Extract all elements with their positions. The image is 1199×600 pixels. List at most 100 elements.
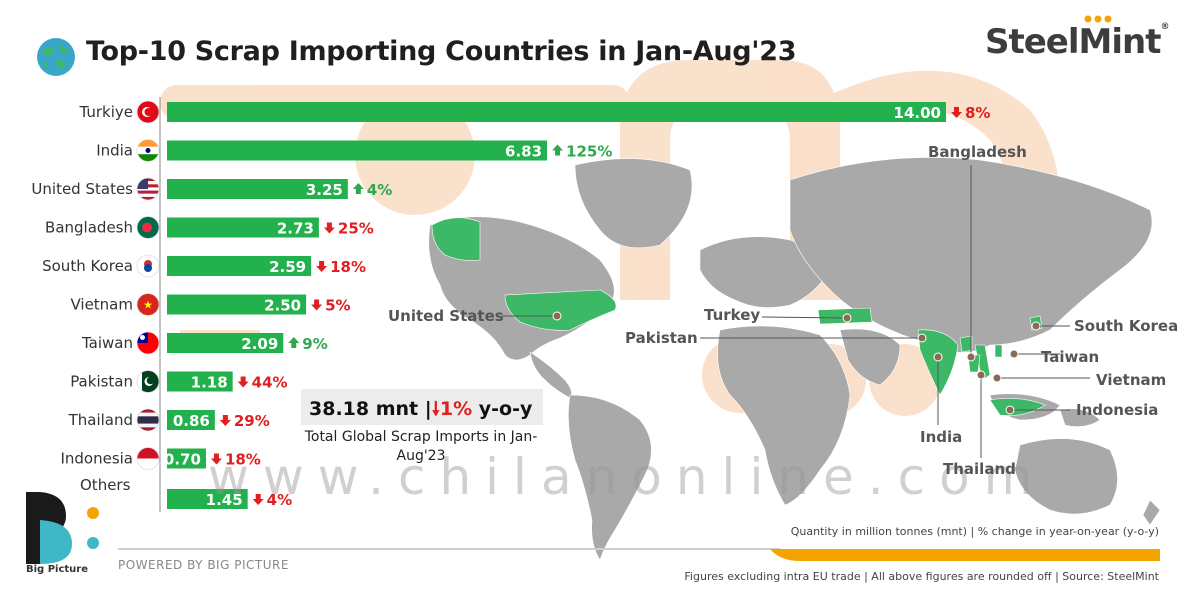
- bar-united-states: [167, 179, 348, 199]
- big-picture-logo: [26, 492, 99, 564]
- map-label-united-states: United States: [388, 307, 504, 325]
- category-label: Pakistan: [70, 373, 133, 391]
- map-label-thailand: Thailand: [943, 460, 1016, 478]
- chart-title: Top-10 Scrap Importing Countries in Jan-…: [86, 36, 797, 67]
- bar-value-label: 14.00: [894, 104, 941, 122]
- brand-text: SteelMint: [985, 22, 1161, 62]
- flag-ring: [136, 293, 160, 316]
- down-arrow-icon: [219, 415, 231, 426]
- category-label: Turkiye: [78, 103, 133, 121]
- svg-text:★: ★: [143, 299, 153, 312]
- map-label-turkey: Turkey: [704, 306, 761, 324]
- category-label: Thailand: [68, 411, 133, 429]
- summary-change: 1%: [439, 398, 473, 420]
- down-arrow-icon: [311, 299, 323, 311]
- flag-ring: [136, 370, 160, 393]
- flag-ring: [136, 254, 160, 278]
- thailand-flag-icon: [137, 409, 159, 431]
- bar-value-label: 0.86: [173, 412, 210, 430]
- category-label: South Korea: [42, 257, 133, 275]
- summary-separator: |: [424, 398, 432, 420]
- change-label: 5%: [325, 297, 350, 315]
- change-label: 44%: [252, 374, 288, 392]
- bar-vietnam: [167, 294, 307, 315]
- change-label: 25%: [338, 220, 374, 238]
- bar-value-label: 2.50: [264, 297, 301, 315]
- up-arrow-icon: [552, 144, 564, 156]
- map-label-bangladesh: Bangladesh: [928, 143, 1027, 161]
- summary-caption: Total Global Scrap Imports in Jan-Aug'23: [304, 429, 538, 464]
- category-label: Others: [80, 476, 131, 494]
- down-arrow-icon: [210, 453, 222, 465]
- bar-taiwan: [167, 333, 284, 353]
- globe-icon: [37, 38, 75, 76]
- pakistan-flag-icon: [137, 370, 159, 393]
- flag-ring: [136, 408, 160, 432]
- summary-total: 38.18 mnt |🠗1% y-o-y: [309, 395, 532, 427]
- change-label: 9%: [302, 335, 327, 353]
- big-picture-name: Big Picture: [26, 564, 88, 575]
- brand-registered-mark: ®: [1160, 22, 1169, 32]
- bar-value-label: 2.73: [277, 220, 314, 238]
- india-flag-icon: [137, 139, 159, 162]
- bar-value-label: 2.09: [241, 335, 278, 353]
- change-label: 29%: [234, 412, 270, 430]
- bar-india: [167, 140, 548, 161]
- category-label: Bangladesh: [45, 219, 133, 237]
- bar-others: [167, 489, 248, 509]
- up-arrow-icon: [352, 183, 364, 194]
- map-label-indonesia: Indonesia: [1076, 401, 1159, 419]
- indonesia-flag-icon: [137, 447, 159, 470]
- bar-value-label: 1.18: [191, 374, 228, 392]
- flag-ring: [136, 177, 160, 201]
- bar-value-label: 1.45: [206, 491, 243, 509]
- change-label: 18%: [225, 451, 261, 469]
- bar-bangladesh: [167, 217, 319, 238]
- powered-by-text: POWERED BY BIG PICTURE: [118, 558, 289, 572]
- source-note: Figures excluding intra EU trade | All a…: [684, 570, 1159, 583]
- change-label: 4%: [267, 491, 292, 509]
- brand-dots-icon: [1084, 15, 1112, 23]
- flag-ring: [136, 331, 160, 355]
- category-label: Taiwan: [81, 334, 133, 352]
- vietnam-flag-icon: ★: [137, 293, 159, 316]
- bar-value-label: 0.70: [164, 451, 201, 469]
- units-note: Quantity in million tonnes (mnt) | % cha…: [790, 525, 1159, 538]
- down-arrow-icon: [316, 261, 328, 272]
- category-label: United States: [31, 180, 133, 198]
- category-label: India: [96, 142, 133, 160]
- bar-value-label: 6.83: [505, 143, 542, 161]
- flag-ring: [136, 447, 160, 470]
- map-label-taiwan: Taiwan: [1041, 348, 1100, 366]
- watermark-text: www.chilanonline.com: [208, 448, 1047, 506]
- category-label: Indonesia: [60, 450, 133, 468]
- change-label: 8%: [965, 104, 990, 122]
- bar-thailand: [167, 410, 215, 430]
- south-korea-flag-icon: [137, 255, 159, 277]
- up-arrow-icon: [288, 337, 300, 348]
- bar-indonesia: [167, 448, 206, 469]
- change-label: 4%: [367, 181, 392, 199]
- change-label: 18%: [330, 258, 366, 276]
- map-label-vietnam: Vietnam: [1096, 371, 1167, 389]
- bar-turkiye: [167, 102, 946, 122]
- summary-down-arrow-icon: 🠗: [431, 398, 440, 420]
- down-arrow-icon: [252, 494, 264, 505]
- change-label: 125%: [566, 143, 612, 161]
- summary-box: [301, 389, 543, 425]
- turkiye-flag-icon: [137, 101, 159, 123]
- bangladesh-flag-icon: [137, 216, 159, 239]
- map-label-pakistan: Pakistan: [625, 329, 698, 347]
- map-label-india: India: [920, 428, 963, 446]
- steelmint-logo: SteelMint®: [985, 22, 1169, 62]
- taiwan-flag-icon: [137, 332, 159, 354]
- down-arrow-icon: [237, 376, 249, 388]
- summary-change-suffix: y-o-y: [478, 398, 533, 420]
- us-flag-icon: [137, 178, 159, 200]
- flag-ring: [136, 216, 160, 239]
- bar-value-label: 3.25: [306, 181, 343, 199]
- down-arrow-icon: [951, 107, 962, 118]
